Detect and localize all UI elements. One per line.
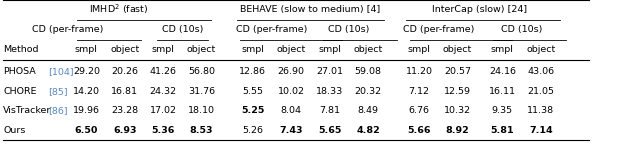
- Text: CD (per-frame): CD (per-frame): [236, 25, 308, 34]
- Text: 10.32: 10.32: [444, 106, 471, 115]
- Text: 5.36: 5.36: [152, 126, 175, 135]
- Text: 8.92: 8.92: [445, 126, 470, 135]
- Text: Ours: Ours: [3, 126, 26, 135]
- Text: 41.26: 41.26: [150, 68, 177, 76]
- Text: 7.81: 7.81: [319, 106, 340, 115]
- Text: 19.96: 19.96: [73, 106, 100, 115]
- Text: 7.43: 7.43: [280, 126, 303, 135]
- Text: 6.50: 6.50: [75, 126, 98, 135]
- Text: PHOSA: PHOSA: [3, 68, 36, 76]
- Text: 20.32: 20.32: [355, 87, 381, 96]
- Text: 6.93: 6.93: [113, 126, 136, 135]
- Text: smpl: smpl: [241, 45, 264, 54]
- Text: 21.05: 21.05: [527, 87, 554, 96]
- Text: 24.16: 24.16: [489, 68, 516, 76]
- Text: 9.35: 9.35: [492, 106, 513, 115]
- Text: 8.49: 8.49: [358, 106, 378, 115]
- Text: 7.14: 7.14: [529, 126, 552, 135]
- Text: 27.01: 27.01: [316, 68, 343, 76]
- Text: [86]: [86]: [48, 106, 68, 115]
- Text: object: object: [526, 45, 556, 54]
- Text: 4.82: 4.82: [356, 126, 380, 135]
- Text: smpl: smpl: [318, 45, 341, 54]
- Text: 20.26: 20.26: [111, 68, 138, 76]
- Text: [85]: [85]: [48, 87, 68, 96]
- Text: 5.55: 5.55: [243, 87, 263, 96]
- Text: 16.11: 16.11: [489, 87, 516, 96]
- Text: 26.90: 26.90: [278, 68, 305, 76]
- Text: Method: Method: [3, 45, 38, 54]
- Text: object: object: [187, 45, 216, 54]
- Text: IMHD$^2$ (fast): IMHD$^2$ (fast): [89, 3, 148, 16]
- Text: 7.12: 7.12: [409, 87, 429, 96]
- Text: 31.76: 31.76: [188, 87, 215, 96]
- Text: 11.20: 11.20: [406, 68, 433, 76]
- Text: object: object: [276, 45, 306, 54]
- Text: smpl: smpl: [75, 45, 98, 54]
- Text: smpl: smpl: [491, 45, 514, 54]
- Text: 23.28: 23.28: [111, 106, 138, 115]
- Text: 10.02: 10.02: [278, 87, 305, 96]
- Text: object: object: [353, 45, 383, 54]
- Text: object: object: [110, 45, 140, 54]
- Text: 18.10: 18.10: [188, 106, 215, 115]
- Text: 8.53: 8.53: [190, 126, 213, 135]
- Text: 5.25: 5.25: [241, 106, 264, 115]
- Text: 56.80: 56.80: [188, 68, 215, 76]
- Text: CD (10s): CD (10s): [162, 25, 203, 34]
- Text: 12.59: 12.59: [444, 87, 471, 96]
- Text: 29.20: 29.20: [73, 68, 100, 76]
- Text: 24.32: 24.32: [150, 87, 177, 96]
- Text: 59.08: 59.08: [355, 68, 381, 76]
- Text: 5.66: 5.66: [408, 126, 431, 135]
- Text: 6.76: 6.76: [409, 106, 429, 115]
- Text: [104]: [104]: [48, 68, 74, 76]
- Text: 18.33: 18.33: [316, 87, 343, 96]
- Text: 17.02: 17.02: [150, 106, 177, 115]
- Text: object: object: [443, 45, 472, 54]
- Text: 8.04: 8.04: [281, 106, 301, 115]
- Text: 11.38: 11.38: [527, 106, 554, 115]
- Text: 14.20: 14.20: [73, 87, 100, 96]
- Text: 5.81: 5.81: [491, 126, 514, 135]
- Text: InterCap (slow) [24]: InterCap (slow) [24]: [433, 5, 527, 14]
- Text: CHORE: CHORE: [3, 87, 36, 96]
- Text: CD (10s): CD (10s): [328, 25, 369, 34]
- Text: CD (10s): CD (10s): [501, 25, 542, 34]
- Text: CD (per-frame): CD (per-frame): [31, 25, 103, 34]
- Text: 16.81: 16.81: [111, 87, 138, 96]
- Text: 43.06: 43.06: [527, 68, 554, 76]
- Text: 20.57: 20.57: [444, 68, 471, 76]
- Text: smpl: smpl: [152, 45, 175, 54]
- Text: 5.65: 5.65: [318, 126, 341, 135]
- Text: 12.86: 12.86: [239, 68, 266, 76]
- Text: BEHAVE (slow to medium) [4]: BEHAVE (slow to medium) [4]: [240, 5, 381, 14]
- Text: smpl: smpl: [408, 45, 431, 54]
- Text: CD (per-frame): CD (per-frame): [403, 25, 474, 34]
- Text: 5.26: 5.26: [243, 126, 263, 135]
- Text: VisTracker: VisTracker: [3, 106, 52, 115]
